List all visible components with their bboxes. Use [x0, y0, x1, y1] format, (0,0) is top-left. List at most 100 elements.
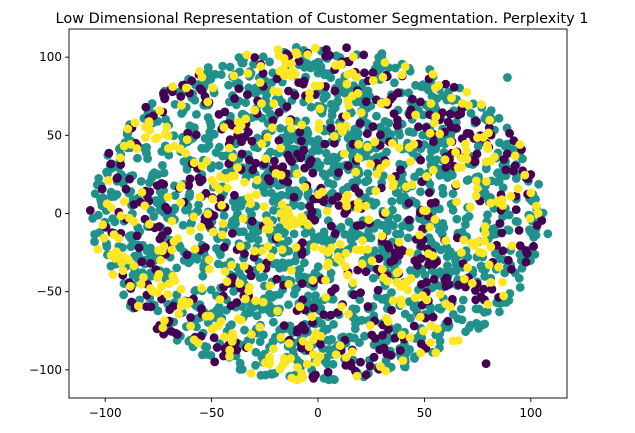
scatter-point — [257, 139, 267, 149]
scatter-point — [287, 265, 296, 275]
scatter-point — [342, 43, 351, 53]
scatter-point — [93, 210, 103, 220]
scatter-point — [326, 73, 336, 82]
scatter-point — [447, 93, 456, 103]
scatter-point — [197, 86, 207, 95]
scatter-point — [313, 262, 323, 272]
scatter-point — [505, 128, 514, 138]
scatter-point — [428, 69, 438, 79]
scatter-point — [298, 336, 308, 346]
scatter-point — [159, 329, 169, 339]
scatter-point — [195, 177, 205, 187]
scatter-point — [309, 374, 318, 383]
scatter-point — [461, 220, 470, 230]
scatter-point — [378, 72, 388, 82]
scatter-point — [298, 79, 308, 89]
scatter-point — [267, 188, 276, 198]
scatter-point — [300, 258, 309, 268]
scatter-point — [344, 309, 353, 319]
scatter-point — [376, 99, 386, 108]
scatter-point — [356, 357, 365, 367]
scatter-point — [424, 188, 434, 198]
scatter-point — [114, 252, 124, 262]
scatter-point — [356, 288, 365, 298]
scatter-point — [441, 299, 451, 309]
scatter-point — [255, 78, 265, 87]
scatter-point — [103, 169, 112, 179]
scatter-point — [415, 230, 425, 240]
scatter-point — [530, 250, 540, 259]
scatter-point — [260, 358, 270, 368]
scatter-point — [277, 190, 286, 200]
scatter-point — [279, 216, 289, 225]
scatter-point — [326, 123, 336, 133]
scatter-point-outlier — [543, 229, 553, 239]
scatter-point — [102, 242, 112, 252]
scatter-point — [452, 123, 461, 133]
scatter-point — [416, 348, 426, 358]
scatter-point — [106, 187, 116, 197]
scatter-point — [415, 167, 425, 177]
scatter-point — [386, 173, 396, 183]
scatter-point — [521, 246, 531, 255]
scatter-point — [227, 260, 237, 270]
scatter-point — [513, 217, 522, 227]
scatter-point — [291, 216, 300, 226]
scatter-point — [241, 98, 251, 108]
scatter-point — [268, 337, 278, 346]
scatter-point — [247, 216, 257, 226]
scatter-point — [465, 202, 475, 212]
scatter-point — [320, 139, 330, 149]
scatter-point — [344, 131, 354, 141]
scatter-point — [272, 274, 282, 284]
scatter-point — [435, 289, 445, 299]
scatter-point — [289, 192, 299, 202]
scatter-point — [104, 148, 114, 158]
scatter-point — [327, 243, 336, 253]
scatter-point — [330, 86, 340, 96]
scatter-point — [148, 286, 157, 296]
scatter-point — [317, 319, 326, 328]
scatter-point — [378, 330, 387, 340]
scatter-point — [485, 115, 495, 125]
scatter-point — [306, 155, 316, 165]
scatter-point — [145, 125, 155, 135]
scatter-point — [302, 125, 312, 135]
scatter-point — [291, 186, 301, 195]
scatter-point — [386, 130, 396, 139]
scatter-point — [404, 198, 414, 208]
scatter-point — [495, 219, 505, 228]
scatter-point — [149, 212, 159, 221]
scatter-point — [396, 346, 405, 355]
scatter-point — [396, 282, 405, 291]
scatter-point — [185, 188, 195, 198]
scatter-point — [204, 264, 214, 274]
scatter-point — [352, 72, 361, 82]
scatter-point — [236, 315, 246, 325]
scatter-point — [267, 123, 277, 133]
scatter-point — [158, 161, 167, 170]
scatter-point — [462, 154, 472, 164]
scatter-point — [429, 137, 438, 147]
scatter-point — [440, 155, 450, 165]
scatter-point — [227, 337, 237, 346]
scatter-point — [228, 329, 237, 338]
scatter-point — [140, 201, 150, 211]
scatter-point — [415, 312, 425, 322]
scatter-point — [246, 368, 256, 378]
scatter-point — [374, 254, 384, 263]
scatter-point — [393, 88, 403, 98]
scatter-point — [368, 68, 378, 78]
scatter-point — [309, 303, 319, 313]
scatter-point — [255, 322, 265, 332]
scatter-point — [370, 334, 380, 343]
scatter-point — [418, 130, 428, 140]
scatter-point — [357, 245, 367, 255]
scatter-point — [125, 281, 135, 291]
scatter-point — [216, 250, 225, 260]
scatter-point — [479, 284, 489, 294]
scatter-point — [157, 231, 167, 241]
scatter-point — [251, 360, 260, 370]
scatter-point — [142, 302, 151, 311]
scatter-point — [127, 297, 137, 307]
